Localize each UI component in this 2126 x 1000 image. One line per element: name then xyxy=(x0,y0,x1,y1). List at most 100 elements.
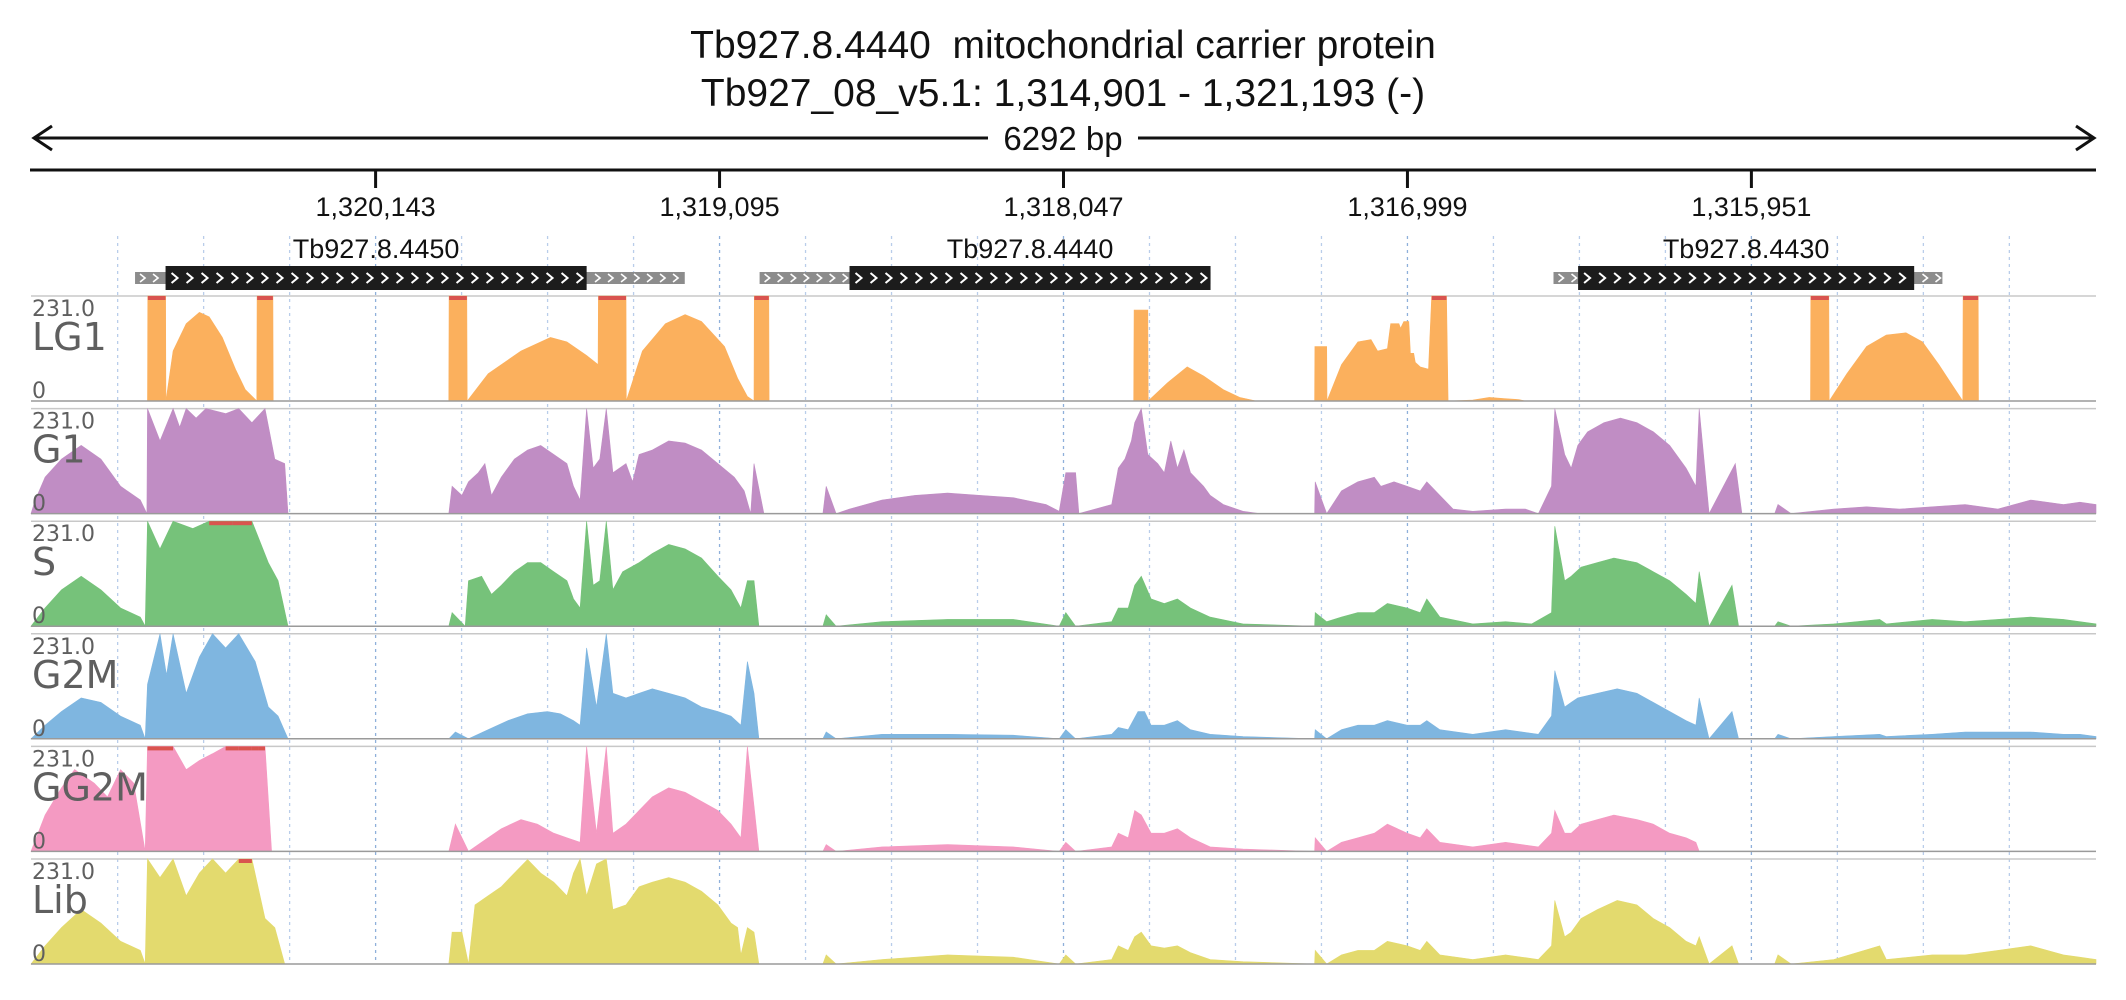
cds-strand-chevron xyxy=(230,272,240,284)
overflow-marker xyxy=(258,746,266,751)
ruler-tick-label: 1,320,143 xyxy=(316,192,436,222)
span-label: 6292 bp xyxy=(1003,120,1122,157)
utr-strand-chevron xyxy=(803,273,810,283)
track-g1: 231.0 0 G1 xyxy=(30,407,2097,517)
utr-strand-chevron xyxy=(139,273,147,283)
cds-strand-chevron xyxy=(1823,272,1832,284)
cds-strand-chevron xyxy=(515,272,525,284)
cds-strand-chevron xyxy=(1748,272,1757,284)
span-arrow-right xyxy=(2075,124,2097,152)
cds-strand-chevron xyxy=(1673,272,1682,284)
utr-strand-chevron xyxy=(1570,273,1578,283)
track-gg2m: 231.0 0 GG2M xyxy=(30,745,2096,854)
cds-strand-chevron xyxy=(944,272,954,284)
cds-strand-chevron xyxy=(1583,272,1592,284)
overflow-marker xyxy=(598,296,627,300)
track-scale-max: 231.0 xyxy=(32,860,95,885)
cds-strand-chevron xyxy=(1049,272,1059,284)
coverage-area xyxy=(30,520,2097,628)
cds-strand-chevron xyxy=(1688,272,1697,284)
cds-strand-chevron xyxy=(1838,272,1847,284)
cds-strand-chevron xyxy=(1703,272,1712,284)
cds-strand-chevron xyxy=(545,272,555,284)
cds-strand-chevron xyxy=(1718,272,1727,284)
cds-strand-chevron xyxy=(1898,272,1907,284)
gene-cds xyxy=(1578,266,1915,290)
cds-strand-chevron xyxy=(185,272,195,284)
cds-strand-chevron xyxy=(1019,272,1029,284)
ruler-tick-label: 1,316,999 xyxy=(1347,192,1467,222)
cds-strand-chevron xyxy=(575,272,585,284)
track-scale-max: 231.0 xyxy=(32,747,95,772)
track-scale-max: 231.0 xyxy=(32,522,95,547)
utr-strand-chevron xyxy=(1557,273,1565,283)
overflow-marker xyxy=(1810,296,1829,300)
cds-strand-chevron xyxy=(929,272,939,284)
track-g2m: 231.0 0 G2M xyxy=(30,633,2097,742)
overflow-marker xyxy=(257,296,273,300)
cds-strand-chevron xyxy=(1004,272,1014,284)
gene-annotations: Tb927.8.4450 Tb927.8.4440 Tb927.8.4430 xyxy=(135,234,1943,290)
cds-strand-chevron xyxy=(485,272,495,284)
cds-strand-chevron xyxy=(560,272,570,284)
coverage-tracks: 231.00LG1231.00G1231.00S231.00G2M231.00G… xyxy=(30,295,2097,967)
overflow-marker xyxy=(238,746,252,751)
gene-title: Tb927.8.4440 mitochondrial carrier prote… xyxy=(690,24,1436,67)
cds-strand-chevron xyxy=(440,272,450,284)
track-lib: 231.0 0 Lib xyxy=(30,858,2097,967)
cds-strand-chevron xyxy=(1034,272,1044,284)
ruler-tick-label: 1,318,047 xyxy=(1003,192,1123,222)
overflow-marker xyxy=(225,746,239,751)
cds-strand-chevron xyxy=(350,272,360,284)
cds-strand-chevron xyxy=(854,272,864,284)
cds-strand-chevron xyxy=(410,272,420,284)
gene-cds xyxy=(849,266,1211,290)
gene-location: Tb927_08_v5.1: 1,314,901 - 1,321,193 (-) xyxy=(700,72,1426,115)
cds-strand-chevron xyxy=(1778,272,1787,284)
utr-strand-chevron xyxy=(633,273,641,283)
utr-strand-chevron xyxy=(764,273,771,283)
track-name-label: S xyxy=(32,540,56,584)
cds-strand-chevron xyxy=(170,272,180,284)
cds-strand-chevron xyxy=(869,272,879,284)
cds-strand-chevron xyxy=(305,272,315,284)
utr-strand-chevron xyxy=(829,273,836,283)
cds-strand-chevron xyxy=(395,272,405,284)
utr-strand-chevron xyxy=(594,273,602,283)
cds-strand-chevron xyxy=(1613,272,1622,284)
utr-strand-chevron xyxy=(1921,273,1929,283)
track-scale-min: 0 xyxy=(32,717,46,742)
utr-strand-chevron xyxy=(646,273,654,283)
gene-label: Tb927.8.4430 xyxy=(1663,234,1830,264)
utr-strand-chevron xyxy=(790,273,797,283)
cds-strand-chevron xyxy=(260,272,270,284)
overflow-marker xyxy=(1431,296,1447,300)
overflow-marker xyxy=(449,296,467,300)
cds-strand-chevron xyxy=(1124,272,1134,284)
cds-strand-chevron xyxy=(959,272,969,284)
cds-strand-chevron xyxy=(335,272,345,284)
coverage-area xyxy=(30,633,2097,740)
overflow-marker xyxy=(232,521,252,526)
track-scale-max: 231.0 xyxy=(32,410,95,435)
cds-strand-chevron xyxy=(1853,272,1862,284)
cds-strand-chevron xyxy=(1598,272,1607,284)
cds-strand-chevron xyxy=(914,272,924,284)
overflow-marker xyxy=(209,521,233,526)
overflow-marker xyxy=(147,296,166,300)
track-scale-min: 0 xyxy=(32,492,46,517)
cds-strand-chevron xyxy=(1808,272,1817,284)
cds-strand-chevron xyxy=(1184,272,1194,284)
gene-label: Tb927.8.4440 xyxy=(947,234,1114,264)
cds-strand-chevron xyxy=(245,272,255,284)
span-arrow-left xyxy=(31,124,53,152)
cds-strand-chevron xyxy=(275,272,285,284)
track-name-label: G1 xyxy=(32,428,86,472)
cds-strand-chevron xyxy=(1868,272,1877,284)
span-label-bg xyxy=(988,120,1138,156)
cds-strand-chevron xyxy=(200,272,210,284)
cds-strand-chevron xyxy=(425,272,435,284)
utr-strand-chevron xyxy=(607,273,615,283)
track-name-label: G2M xyxy=(32,653,118,697)
